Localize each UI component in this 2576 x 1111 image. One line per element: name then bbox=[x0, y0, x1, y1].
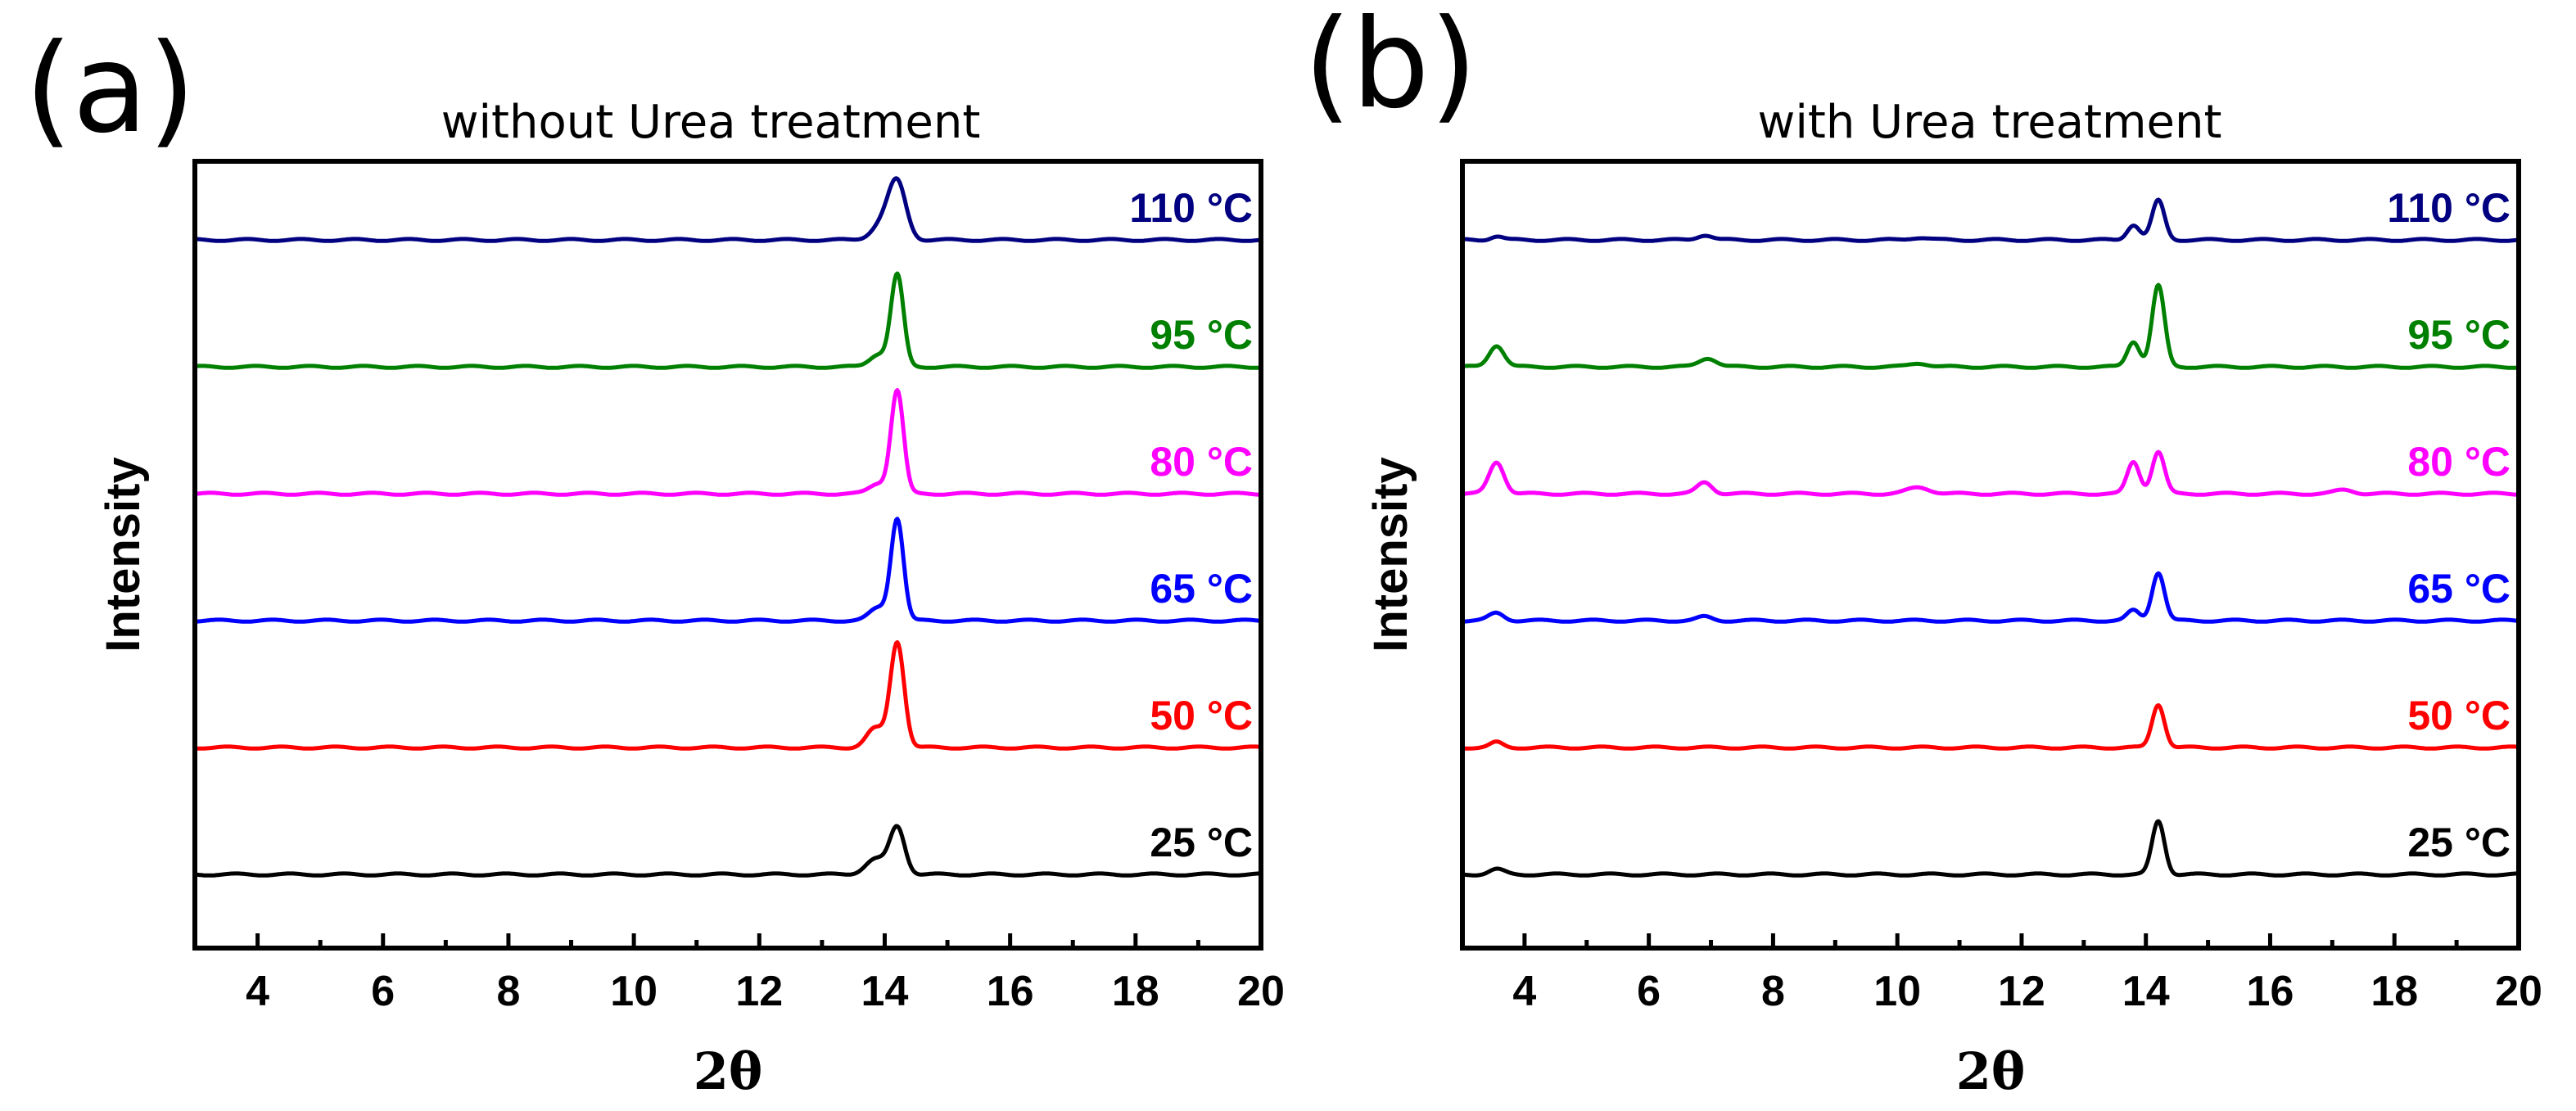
x-tick-label: 4 bbox=[246, 968, 269, 1015]
series-line-95c bbox=[192, 271, 1263, 370]
y-axis-label: Intensity bbox=[1364, 457, 1417, 653]
series-line-110c bbox=[1460, 197, 2521, 243]
panel-letter: (b) bbox=[1304, 0, 1477, 136]
x-tick-label: 6 bbox=[371, 968, 395, 1015]
series-line-65c bbox=[1460, 571, 2521, 624]
series-label-95c: 95 °C bbox=[1150, 312, 1253, 358]
series-line-80c bbox=[192, 388, 1263, 497]
series-line-110c bbox=[192, 176, 1263, 243]
x-axis-label: 2θ bbox=[1956, 1041, 2026, 1101]
series-label-80c: 80 °C bbox=[2407, 439, 2510, 485]
x-tick-label: 18 bbox=[1112, 968, 1159, 1015]
series-label-50c: 50 °C bbox=[2407, 693, 2510, 738]
series-label-95c: 95 °C bbox=[2407, 312, 2510, 358]
series-line-50c bbox=[192, 640, 1263, 751]
x-tick-label: 16 bbox=[987, 968, 1034, 1015]
series-label-65c: 65 °C bbox=[2407, 566, 2510, 612]
series-line-65c bbox=[192, 517, 1263, 624]
x-tick-label: 4 bbox=[1512, 968, 1536, 1015]
curves: 25 °C 50 °C 65 °C 80 °C 95 °C 110 °C bbox=[1460, 185, 2521, 878]
x-tick-label: 14 bbox=[861, 968, 909, 1015]
x-axis-label: 2θ bbox=[694, 1041, 763, 1101]
panel-letter: (a) bbox=[25, 18, 196, 160]
curves: 25 °C 50 °C 65 °C 80 °C 95 °C 110 °C bbox=[192, 176, 1263, 878]
x-tick-label: 20 bbox=[2495, 968, 2542, 1015]
x-tick-label: 6 bbox=[1637, 968, 1661, 1015]
plot-frame bbox=[1460, 159, 2521, 951]
series-line-50c bbox=[1460, 702, 2521, 751]
x-tick-label: 18 bbox=[2370, 968, 2418, 1015]
panel-b: (b) with Urea treatment 4 6 8 10 12 14 16 18 20 2θ I… bbox=[1304, 0, 2542, 1101]
series-label-110c: 110 °C bbox=[1129, 185, 1253, 231]
series-line-95c bbox=[1460, 282, 2521, 370]
x-tick-label: 12 bbox=[735, 968, 783, 1015]
series-line-80c bbox=[1460, 449, 2521, 497]
series-label-25c: 25 °C bbox=[2407, 820, 2510, 865]
series-label-50c: 50 °C bbox=[1150, 693, 1253, 738]
series-line-25c bbox=[1460, 819, 2521, 878]
panel-title: with Urea treatment bbox=[1758, 96, 2222, 149]
x-tick-label: 14 bbox=[2122, 968, 2170, 1015]
y-axis-label: Intensity bbox=[97, 457, 150, 653]
x-tick-label: 12 bbox=[1998, 968, 2045, 1015]
panel-a: (a) without Urea treatment 4 6 8 10 12 14 16 18 20… bbox=[25, 18, 1285, 1101]
series-label-25c: 25 °C bbox=[1150, 820, 1253, 865]
series-line-25c bbox=[192, 824, 1263, 878]
x-tick-label: 16 bbox=[2247, 968, 2294, 1015]
panel-title: without Urea treatment bbox=[441, 96, 981, 149]
series-label-65c: 65 °C bbox=[1150, 566, 1253, 612]
plot-frame bbox=[192, 159, 1263, 951]
x-tick-label: 20 bbox=[1237, 968, 1285, 1015]
series-label-80c: 80 °C bbox=[1150, 439, 1253, 485]
x-tick-label: 8 bbox=[1761, 968, 1785, 1015]
x-tick-label: 10 bbox=[610, 968, 658, 1015]
x-tick-label: 10 bbox=[1873, 968, 1921, 1015]
x-tick-label: 8 bbox=[496, 968, 520, 1015]
series-label-110c: 110 °C bbox=[2387, 185, 2510, 231]
